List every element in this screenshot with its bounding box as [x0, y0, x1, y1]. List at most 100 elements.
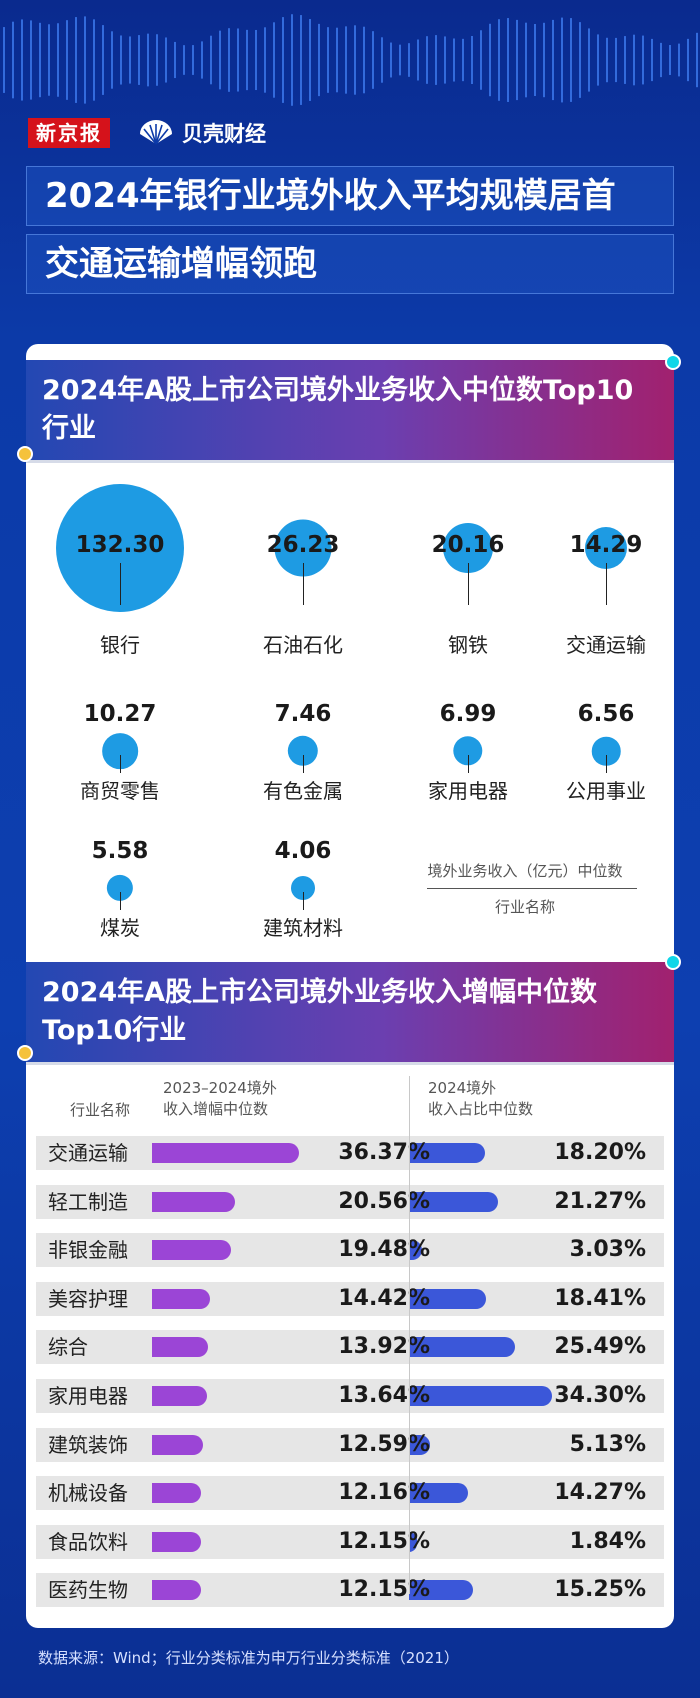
- bar-row-background: [36, 1427, 664, 1462]
- growth-bar: [152, 1386, 208, 1406]
- share-bar: [409, 1483, 469, 1504]
- column-header-share: 2024境外 收入占比中位数: [428, 1078, 533, 1120]
- bubble-category-label: 家用电器: [428, 779, 508, 803]
- legend-rule: [427, 888, 637, 889]
- growth-bar: [152, 1191, 236, 1212]
- growth-value-label: 36.37%: [338, 1140, 430, 1165]
- share-bar: [409, 1288, 486, 1309]
- share-value-label: 1.84%: [569, 1528, 646, 1554]
- bar-category-label: 非银金融: [48, 1238, 128, 1263]
- share-value-label: 21.27%: [554, 1188, 646, 1214]
- bar-row-background: [36, 1136, 664, 1170]
- legend-name-label: 行业名称: [494, 898, 555, 916]
- bar-row: 建筑装饰 12.59% 5.13%: [36, 1427, 664, 1462]
- column-header-share-line1: 2024境外: [428, 1079, 497, 1097]
- growth-value-label: 12.15%: [338, 1528, 430, 1554]
- column-header-growth-line2: 收入增幅中位数: [163, 1100, 269, 1118]
- share-value-label: 18.41%: [554, 1285, 646, 1311]
- headline-line-1: 2024年银行业境外收入平均规模居首: [26, 166, 674, 226]
- bubble-category-label: 建筑材料: [263, 916, 343, 940]
- bubble-value: 4.06: [274, 838, 332, 864]
- column-header-growth: 2023–2024境外 收入增幅中位数: [163, 1078, 277, 1120]
- share-value-label: 14.27%: [554, 1480, 646, 1506]
- growth-value-label: 12.16%: [338, 1480, 430, 1506]
- growth-value-label: 13.64%: [338, 1383, 430, 1408]
- share-value-label: 3.03%: [569, 1237, 646, 1263]
- section2-header: 2024年A股上市公司境外业务收入增幅中位数Top10行业: [26, 962, 674, 1065]
- bubble-leader-line: [120, 563, 121, 605]
- bar-row-background: [36, 1573, 664, 1608]
- bubble-leader-line: [606, 563, 607, 605]
- bubble-category-label: 银行: [100, 633, 140, 657]
- growth-bar: [152, 1143, 299, 1163]
- bubble-leader-line: [303, 892, 304, 910]
- bar-row-background: [36, 1281, 664, 1316]
- share-bar: [409, 1337, 516, 1358]
- header-wave-decoration: [3, 14, 698, 106]
- bar-category-label: 轻工制造: [48, 1189, 128, 1214]
- bubble-category-label: 交通运输: [566, 633, 646, 657]
- shell-icon: [140, 120, 172, 145]
- bubble-category-label: 公用事业: [566, 779, 646, 803]
- share-bar: [409, 1143, 485, 1163]
- bubble-leader-line: [120, 892, 121, 910]
- column-header-name: 行业名称: [70, 1101, 131, 1119]
- growth-bar: [152, 1531, 202, 1552]
- bubble-value: 14.29: [569, 532, 643, 558]
- section1-header: 2024年A股上市公司境外业务收入中位数Top10行业: [26, 360, 674, 463]
- share-bar: [409, 1580, 473, 1601]
- bar-row: 机械设备 12.16% 14.27%: [36, 1476, 664, 1511]
- bubble-leader-line: [468, 563, 469, 605]
- bar-category-label: 建筑装饰: [48, 1432, 128, 1457]
- bubble-leader-line: [468, 755, 469, 773]
- bubble-value: 6.56: [577, 701, 635, 727]
- share-bar: [409, 1386, 552, 1406]
- bar-row-background: [36, 1233, 664, 1268]
- growth-value-label: 13.92%: [338, 1334, 430, 1360]
- bubble-value: 5.58: [91, 838, 149, 864]
- share-value-label: 34.30%: [554, 1383, 646, 1408]
- bar-row: 综合 13.92% 25.49%: [36, 1330, 664, 1365]
- bubble-value: 132.30: [75, 532, 165, 558]
- brand-logos: 新京报 贝壳财经: [28, 117, 266, 149]
- growth-value-label: 12.15%: [338, 1577, 430, 1603]
- bubble-leader-line: [120, 755, 121, 773]
- bar-row: 家用电器 13.64% 34.30%: [36, 1379, 664, 1413]
- bubble-circle: [584, 526, 628, 570]
- bar-category-label: 食品饮料: [48, 1529, 128, 1554]
- bubble-value: 10.27: [83, 701, 157, 727]
- bar-category-label: 综合: [48, 1335, 88, 1360]
- bar-category-label: 医药生物: [48, 1578, 128, 1603]
- bubble-category-label: 商贸零售: [80, 779, 160, 803]
- share-bar: [409, 1434, 431, 1455]
- share-value-label: 18.20%: [554, 1140, 646, 1165]
- bubble-category-label: 钢铁: [448, 633, 488, 657]
- bubble-leader-line: [303, 755, 304, 773]
- beike-logo-text: 贝壳财经: [182, 122, 266, 146]
- growth-bar: [152, 1580, 202, 1601]
- share-bar: [409, 1191, 498, 1212]
- bubble-category-label: 有色金属: [263, 779, 343, 803]
- bar-category-label: 家用电器: [48, 1384, 128, 1408]
- beike-logo: 贝壳财经: [136, 118, 266, 148]
- bar-row: 美容护理 14.42% 18.41%: [36, 1281, 664, 1316]
- section2-yellow-dot: [17, 1045, 33, 1061]
- bubble-value: 6.99: [439, 701, 497, 727]
- bar-row: 医药生物 12.15% 15.25%: [36, 1573, 664, 1608]
- share-value-label: 5.13%: [569, 1431, 646, 1457]
- column-header-growth-line1: 2023–2024境外: [163, 1079, 277, 1097]
- bar-row-background: [36, 1524, 664, 1559]
- bar-category-label: 交通运输: [48, 1141, 128, 1165]
- share-bar: [409, 1531, 417, 1552]
- bubble-category-label: 煤炭: [100, 916, 140, 940]
- bubble-value: 26.23: [266, 532, 340, 558]
- growth-value-label: 12.59%: [338, 1431, 430, 1457]
- bar-category-label: 机械设备: [48, 1481, 128, 1506]
- growth-bar: [152, 1288, 211, 1309]
- growth-value-label: 19.48%: [338, 1237, 430, 1263]
- share-bar: [409, 1240, 422, 1261]
- bar-row: 食品饮料 12.15% 1.84%: [36, 1524, 664, 1559]
- growth-bar: [152, 1483, 202, 1504]
- share-value-label: 15.25%: [554, 1577, 646, 1603]
- growth-value-label: 14.42%: [338, 1285, 430, 1311]
